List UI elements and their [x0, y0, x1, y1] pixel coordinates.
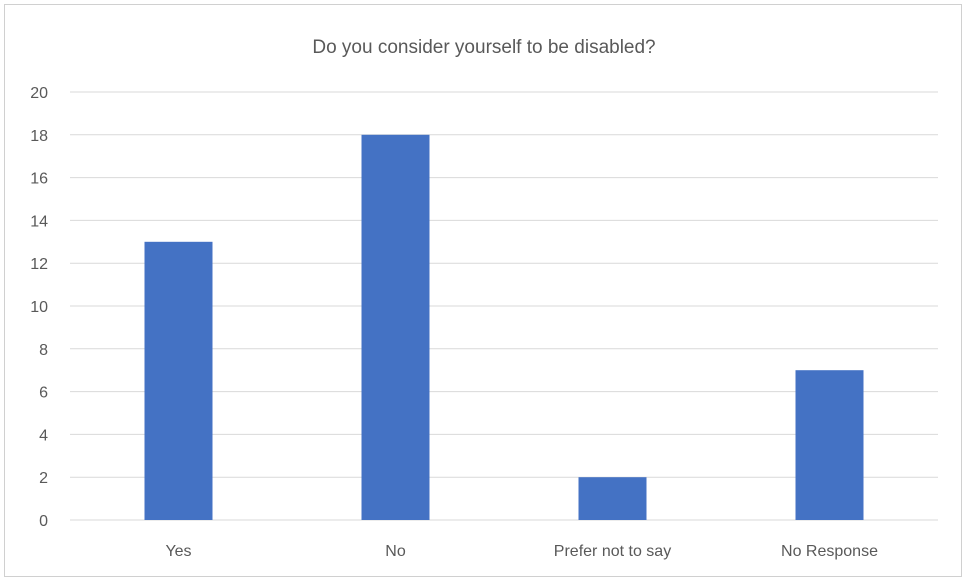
x-category-label: Prefer not to say	[554, 543, 671, 560]
y-tick-label: 2	[39, 470, 48, 487]
gridlines	[70, 91, 938, 521]
bar-prefer-not-to-say	[578, 477, 647, 520]
y-tick-label: 10	[30, 299, 48, 316]
y-tick-label: 0	[39, 513, 48, 530]
bar-no	[361, 134, 430, 521]
bars	[144, 134, 864, 521]
y-tick-label: 4	[39, 427, 48, 444]
y-tick-label: 20	[30, 85, 48, 102]
x-category-label: Yes	[165, 543, 191, 560]
y-tick-label: 12	[30, 256, 48, 273]
x-axis-labels: Yes No Prefer not to say No Response	[165, 543, 878, 560]
x-category-label: No	[385, 543, 406, 560]
y-tick-label: 14	[30, 213, 48, 230]
chart-title: Do you consider yourself to be disabled?	[312, 37, 655, 58]
x-category-label: No Response	[781, 543, 878, 560]
y-tick-label: 8	[39, 342, 48, 359]
bar-yes	[144, 241, 213, 521]
bar-no-response	[795, 370, 864, 520]
y-tick-label: 16	[30, 171, 48, 188]
y-tick-label: 18	[30, 128, 48, 145]
y-axis-ticks: 0 2 4 6 8 10 12 14 16 18 20	[30, 85, 48, 530]
y-tick-label: 6	[39, 385, 48, 402]
